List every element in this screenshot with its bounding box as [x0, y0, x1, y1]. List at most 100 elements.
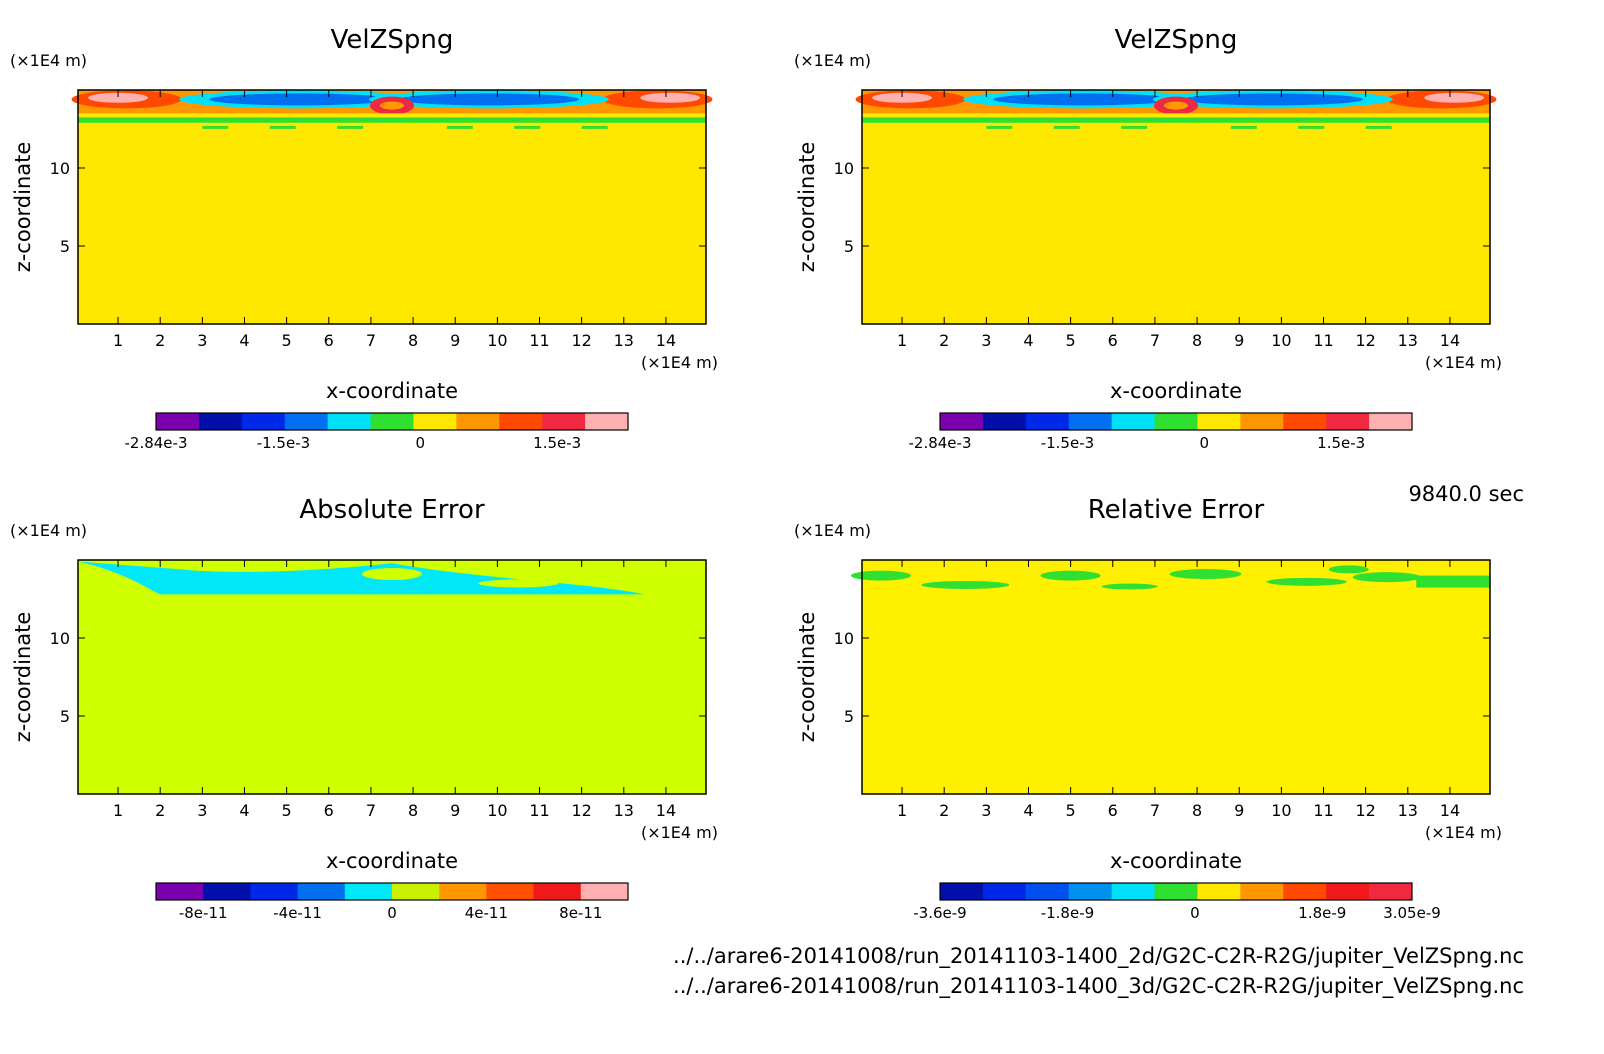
x-tick-label: 2	[155, 801, 165, 820]
colorbar-swatch	[585, 413, 629, 430]
colorbar-tick-label: -3.6e-9	[913, 904, 966, 922]
colorbar-tick-label: -1.5e-3	[1041, 434, 1094, 452]
y-axis-label: z-coordinate	[11, 612, 35, 743]
colorbar: -2.84e-3 -1.5e-3 0 1.5e-3	[125, 412, 629, 452]
colorbar-swatch	[1369, 413, 1413, 430]
panel-1: VelZSpng(×1E4 m)1 2 3 4 5 6 7 8 9 10 11 12 13 14510(×…	[10, 25, 718, 452]
colorbar-swatch	[297, 883, 346, 900]
colorbar-tick-label: -1.8e-9	[1041, 904, 1094, 922]
colorbar-swatch	[1240, 413, 1284, 430]
colorbar-tick-label: -2.84e-3	[125, 434, 188, 452]
colorbar-tick-label: 1.5e-3	[533, 434, 581, 452]
plot-frame	[861, 559, 1491, 795]
x-tick-label: 12	[1355, 331, 1375, 350]
colorbar-swatch	[982, 883, 1027, 900]
colorbar-swatch	[439, 883, 487, 900]
colorbar-tick-label: 0	[387, 904, 397, 922]
x-tick-label: 2	[939, 331, 949, 350]
x-tick-label: 7	[1150, 801, 1160, 820]
colorbar-swatch	[1068, 883, 1113, 900]
colorbar-swatch	[327, 413, 372, 430]
colorbar-tick-label: -2.84e-3	[909, 434, 972, 452]
x-tick-label: 1	[897, 331, 907, 350]
x-unit-label: (×1E4 m)	[641, 823, 718, 842]
colorbar-swatch	[241, 413, 286, 430]
colorbar-swatch	[940, 883, 984, 900]
x-tick-label: 1	[113, 331, 123, 350]
x-tick-label: 5	[282, 331, 292, 350]
panel-2: VelZSpng(×1E4 m)1 2 3 4 5 6 7 8 9 10 11 12 13 14510(×…	[794, 25, 1502, 452]
x-tick-label: 3	[197, 331, 207, 350]
colorbar-swatch	[982, 413, 1027, 430]
x-tick-label: 12	[571, 331, 591, 350]
x-tick-label: 6	[324, 801, 334, 820]
panel-3: Absolute Error(×1E4 m)1 2 3 4 5 6 7 8 9 10 11 12 13 1…	[10, 495, 718, 922]
x-tick-label: 2	[939, 801, 949, 820]
colorbar-tick-label: 1.8e-9	[1298, 904, 1346, 922]
file-path-3d: ../../arare6-20141008/run_20141103-1400_…	[673, 974, 1524, 998]
x-tick-label: 11	[529, 331, 549, 350]
x-tick-label: 4	[239, 801, 249, 820]
x-tick-label: 8	[408, 801, 418, 820]
colorbar-swatch	[344, 883, 393, 900]
x-tick-label: 12	[1355, 801, 1375, 820]
panel-title: Absolute Error	[299, 495, 485, 525]
colorbar-swatch	[1240, 883, 1284, 900]
x-axis-label: x-coordinate	[1110, 849, 1242, 873]
colorbar-swatch	[1283, 883, 1327, 900]
x-tick-label: 7	[1150, 331, 1160, 350]
y-tick-label: 10	[50, 629, 70, 648]
x-tick-label: 5	[1066, 331, 1076, 350]
x-tick-label: 13	[1398, 801, 1418, 820]
colorbar-swatch	[1111, 883, 1156, 900]
y-axis-label: z-coordinate	[795, 612, 819, 743]
colorbar-swatch	[1068, 413, 1113, 430]
x-axis-label: x-coordinate	[326, 379, 458, 403]
colorbar: -3.6e-9 -1.8e-9 0 1.8e-9 3.05e-9	[913, 882, 1441, 922]
colorbar-swatch	[198, 413, 243, 430]
x-tick-label: 5	[282, 801, 292, 820]
x-tick-label: 14	[656, 801, 676, 820]
file-path-2d: ../../arare6-20141008/run_20141103-1400_…	[673, 944, 1524, 968]
colorbar-tick-label: 4e-11	[465, 904, 508, 922]
x-tick-label: 11	[529, 801, 549, 820]
heatmap-field	[862, 560, 1490, 794]
colorbar-tick-label: 0	[1190, 904, 1200, 922]
colorbar-swatch	[413, 413, 457, 430]
colorbar-swatch	[156, 413, 200, 430]
y-unit-label: (×1E4 m)	[10, 51, 87, 70]
y-axis-label: z-coordinate	[795, 142, 819, 273]
x-tick-label: 9	[450, 331, 460, 350]
x-unit-label: (×1E4 m)	[1425, 353, 1502, 372]
panel-title: VelZSpng	[1115, 25, 1238, 55]
colorbar-swatch	[1154, 883, 1198, 900]
x-tick-label: 6	[1108, 331, 1118, 350]
x-tick-label: 11	[1313, 331, 1333, 350]
x-unit-label: (×1E4 m)	[641, 353, 718, 372]
y-tick-label: 5	[60, 237, 70, 256]
colorbar-frame	[939, 882, 1413, 901]
x-tick-label: 9	[1234, 801, 1244, 820]
heatmap-structures	[855, 90, 1497, 129]
colorbar-swatch	[370, 413, 414, 430]
x-tick-label: 10	[487, 801, 507, 820]
colorbar-swatch	[499, 413, 543, 430]
x-tick-label: 13	[614, 801, 634, 820]
x-tick-label: 7	[366, 331, 376, 350]
colorbar-swatch	[580, 883, 629, 900]
x-tick-label: 9	[1234, 331, 1244, 350]
colorbar-swatch	[1326, 413, 1370, 430]
x-unit-label: (×1E4 m)	[1425, 823, 1502, 842]
heatmap-structures	[850, 565, 1490, 590]
colorbar-swatch	[1283, 413, 1327, 430]
panel-title: Relative Error	[1088, 495, 1265, 525]
y-tick-label: 5	[844, 707, 854, 726]
x-tick-label: 1	[113, 801, 123, 820]
colorbar-swatch	[1197, 883, 1241, 900]
colorbar-tick-label: -8e-11	[179, 904, 228, 922]
y-tick-label: 5	[844, 237, 854, 256]
y-tick-label: 5	[60, 707, 70, 726]
x-tick-label: 11	[1313, 801, 1333, 820]
colorbar-swatch	[1111, 413, 1156, 430]
